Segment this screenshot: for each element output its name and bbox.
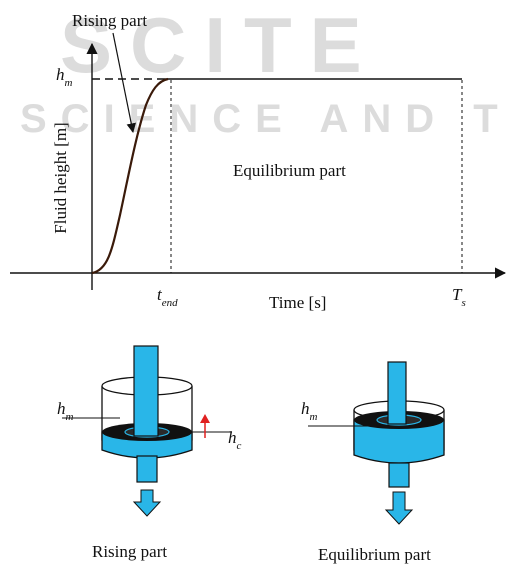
ts-main: T [452, 285, 463, 304]
rising-hc-label: hc [228, 428, 242, 452]
rising-tank: hm hc Rising part [57, 345, 242, 561]
equilibrium-outflow-arrow-icon [384, 491, 414, 525]
hm-sub: m [65, 77, 73, 89]
equilibrium-tank-caption: Equilibrium part [318, 545, 431, 564]
equilibrium-part-label: Equilibrium part [233, 161, 346, 180]
watermark-line1: SCITE [60, 1, 380, 89]
tend-sub: end [162, 297, 178, 309]
rising-hm-label: hm [57, 399, 74, 423]
rising-hc-main: h [228, 428, 237, 447]
watermark: SCITE SCIENCE AND TEC [20, 1, 511, 141]
rising-part-label: Rising part [72, 11, 147, 30]
rising-up-arrowhead [200, 414, 210, 423]
rising-outflow-arrow-icon [132, 489, 162, 517]
rising-tank-outlet [136, 455, 158, 483]
hm-label: hm [56, 65, 73, 89]
ts-label: Ts [452, 285, 466, 309]
ts-sub: s [461, 297, 465, 309]
tend-label: tend [157, 285, 178, 309]
rising-hc-sub: c [237, 440, 242, 452]
equilibrium-hm-main: h [301, 399, 310, 418]
equilibrium-hm-sub: m [310, 411, 318, 423]
y-axis-label: Fluid height [m] [51, 122, 70, 233]
fluid-height-graph: Rising part hm Fluid height [m] Equilibr… [10, 11, 507, 312]
rising-tank-inlet [133, 345, 159, 437]
equilibrium-tank-outlet [388, 462, 410, 488]
hm-main: h [56, 65, 65, 84]
tend-main: t [157, 285, 163, 304]
rising-hm-main: h [57, 399, 66, 418]
rising-curve [91, 77, 169, 275]
watermark-line2: SCIENCE AND TEC [20, 97, 511, 141]
equilibrium-hm-label: hm [301, 399, 318, 423]
rising-hm-sub: m [66, 411, 74, 423]
equilibrium-tank-inlet [387, 361, 407, 425]
x-axis-label: Time [s] [269, 293, 326, 312]
rising-pointer-arrow [112, 32, 136, 133]
rising-tank-caption: Rising part [92, 542, 167, 561]
equilibrium-tank: hm Equilibrium part [301, 361, 445, 564]
